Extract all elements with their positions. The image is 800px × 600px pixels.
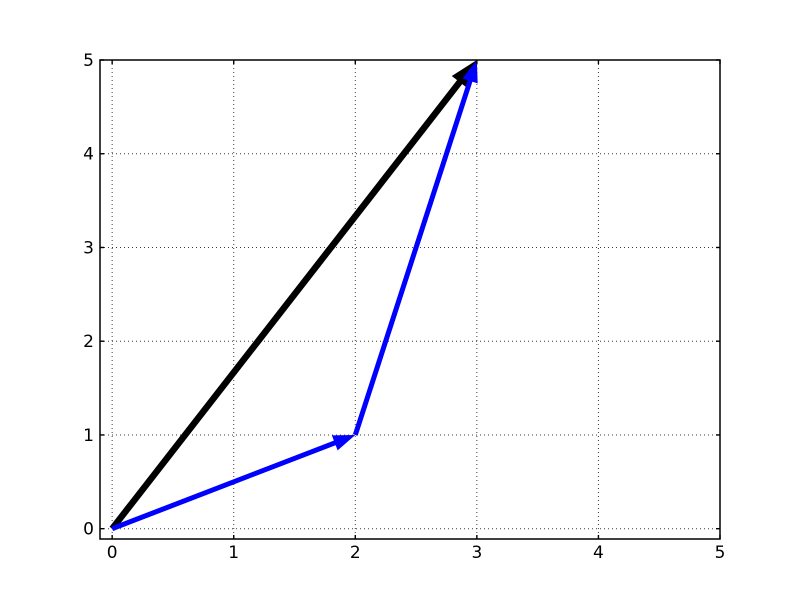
y-tick-label: 0	[83, 520, 94, 540]
x-tick-label: 4	[593, 543, 604, 563]
y-tick-label: 5	[83, 51, 94, 71]
x-tick-label: 2	[350, 543, 361, 563]
plot-background	[100, 60, 720, 539]
x-tick-label: 5	[715, 543, 726, 563]
y-tick-label: 2	[83, 332, 94, 352]
vector-component-b-shaft	[352, 78, 474, 436]
x-tick-label: 0	[107, 543, 118, 563]
x-tick-label: 3	[471, 543, 482, 563]
vector-component-a-shaft	[111, 439, 338, 532]
axes-frame	[99, 59, 721, 540]
y-tick-label: 1	[83, 426, 94, 446]
vector-sum-head	[451, 60, 477, 89]
vector-component-a-head	[331, 434, 356, 451]
y-tick-label: 3	[83, 238, 94, 258]
y-tick-label: 4	[83, 145, 94, 165]
x-tick-label: 1	[228, 543, 239, 563]
vector-component-b-head	[462, 60, 478, 84]
vector-sum-shaft	[109, 78, 464, 531]
